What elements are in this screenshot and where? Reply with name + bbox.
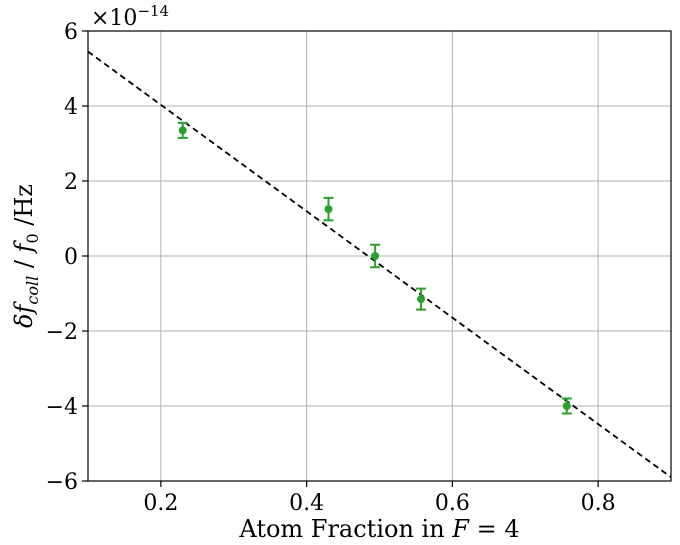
y-tick-label: −4	[46, 395, 78, 420]
x-tick-label: 0.8	[581, 491, 616, 516]
x-tick-label: 0.4	[289, 491, 324, 516]
data-point-group	[416, 287, 427, 311]
y-tick-label: −6	[46, 470, 78, 495]
y-tick-label: 0	[64, 245, 78, 270]
y-tick-label: 2	[64, 170, 78, 195]
data-point-group	[323, 196, 334, 222]
data-point	[324, 205, 333, 214]
data-point-group	[177, 121, 188, 139]
data-series	[88, 50, 671, 478]
x-tick-label: 0.6	[435, 491, 470, 516]
y-offset-text: ×10−14	[91, 2, 169, 31]
y-tick-label: 6	[64, 20, 78, 45]
data-point-group	[370, 243, 381, 269]
x-tick-label: 0.2	[143, 491, 178, 516]
y-axis-label: δfcoll / f0 /Hz	[10, 184, 42, 328]
data-point-group	[561, 397, 572, 415]
fit-line	[88, 50, 671, 478]
x-axis-label: Atom Fraction in F = 4	[238, 515, 519, 543]
data-point	[371, 252, 380, 260]
data-point	[562, 402, 571, 410]
data-point	[178, 126, 187, 135]
ticks: 0.2 0.4 0.6 0.8 −6 −4 −2 0 2 4 6	[46, 20, 616, 516]
y-tick-label: −2	[46, 320, 78, 345]
data-point	[417, 295, 426, 304]
y-tick-label: 4	[64, 95, 78, 120]
